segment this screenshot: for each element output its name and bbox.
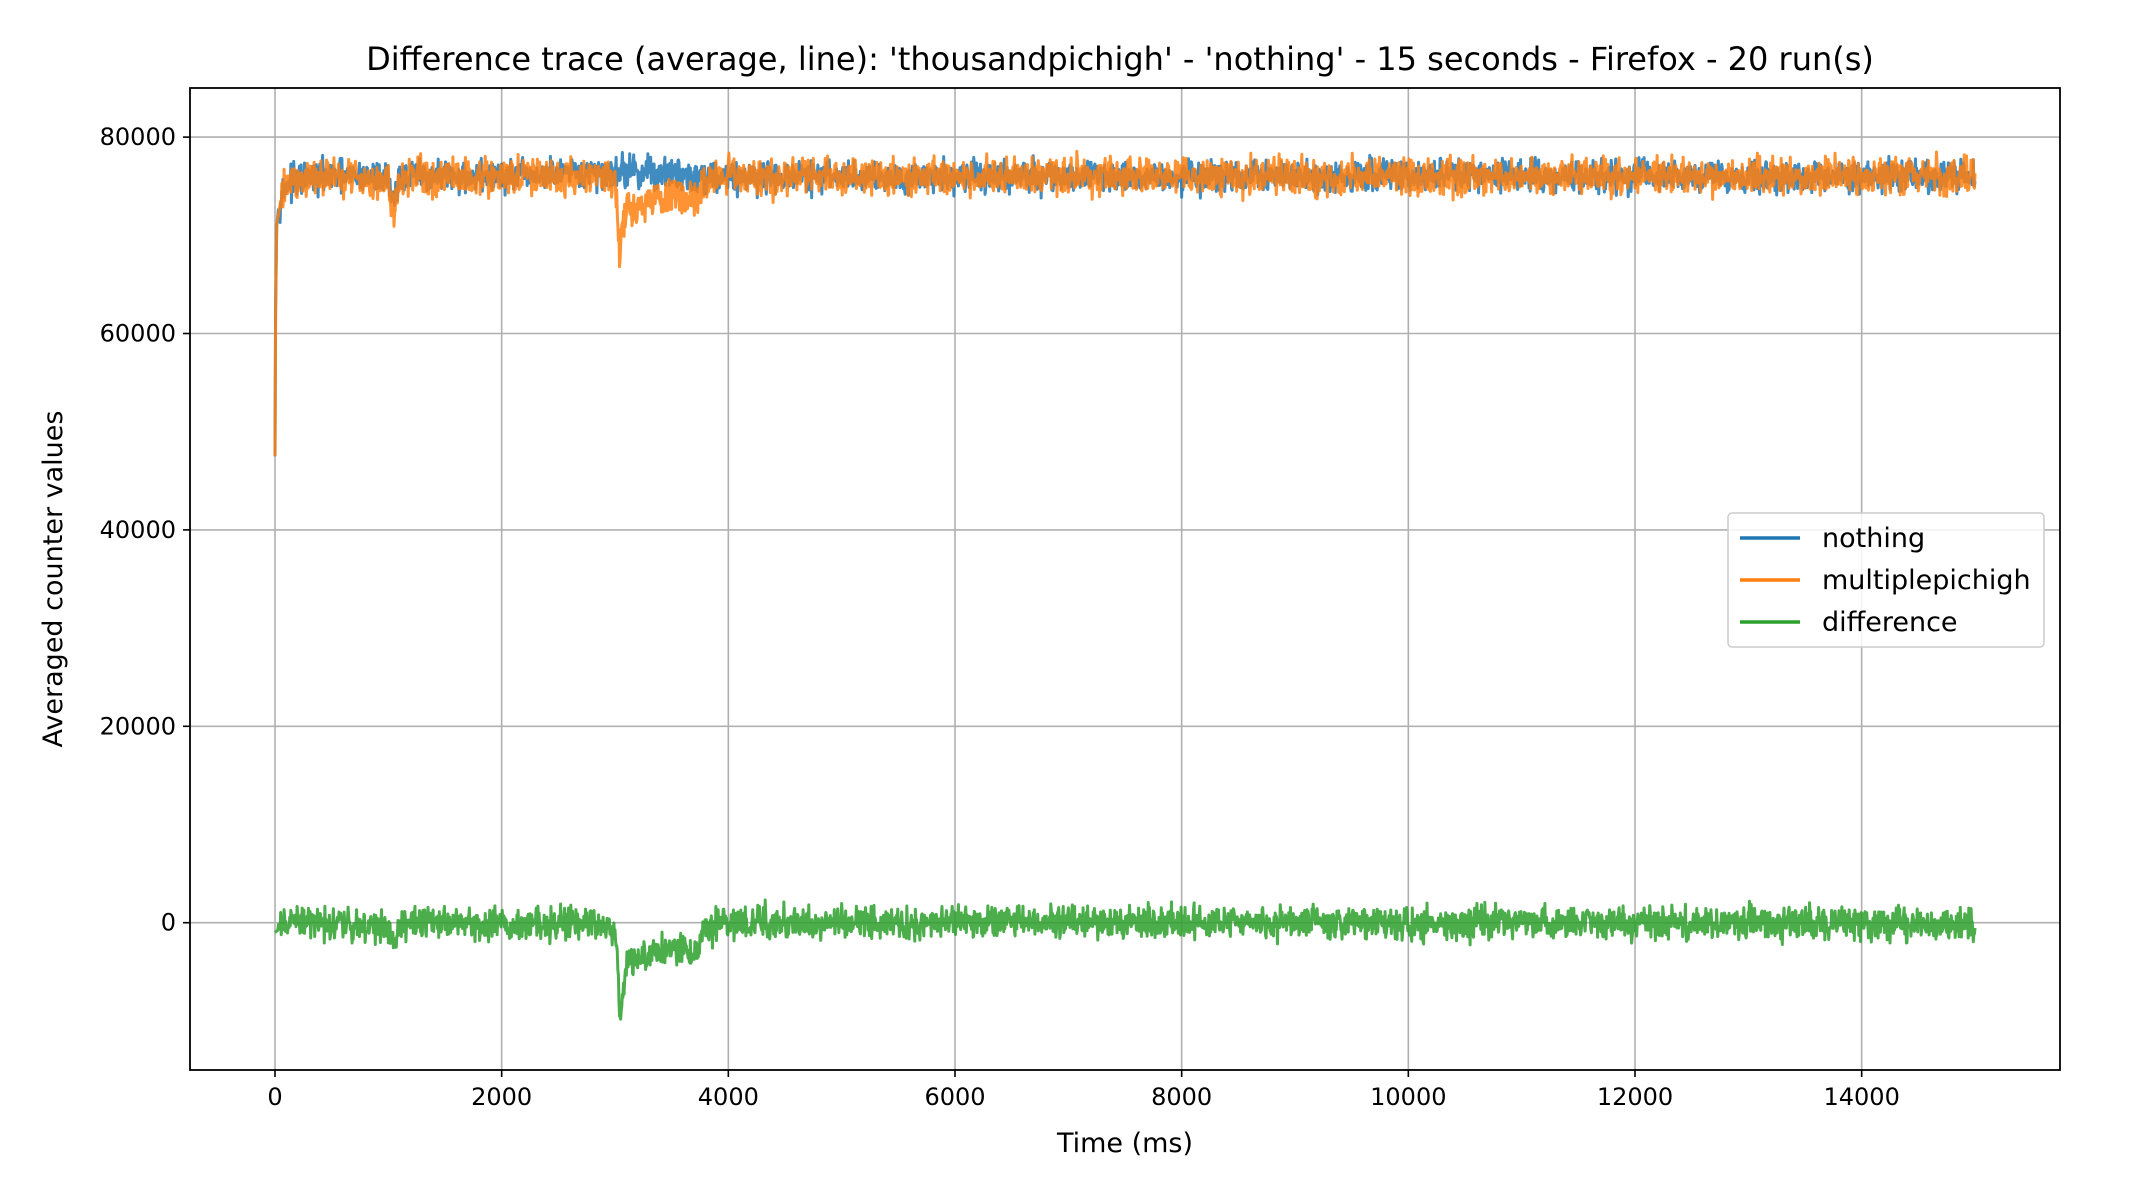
legend: nothing multiplepichigh difference xyxy=(1727,512,2045,648)
plot-area xyxy=(273,149,1977,1021)
y-tick-label: 60000 xyxy=(100,320,176,348)
y-tick-label: 0 xyxy=(161,909,176,937)
x-tick-label: 2000 xyxy=(471,1083,532,1111)
x-axis-ticks: 0 2000 4000 6000 8000 10000 12000 14000 xyxy=(267,1070,1900,1111)
y-tick-label: 80000 xyxy=(100,123,176,151)
legend-label: nothing xyxy=(1822,523,1925,554)
series-line-difference xyxy=(274,898,1977,1021)
y-axis-title: Averaged counter values xyxy=(38,411,69,748)
x-tick-label: 12000 xyxy=(1597,1083,1673,1111)
series-layer xyxy=(273,149,1977,1021)
x-axis-title: Time (ms) xyxy=(1056,1128,1193,1159)
series-line-multiplepichigh xyxy=(273,149,1977,457)
x-tick-label: 10000 xyxy=(1370,1083,1446,1111)
x-tick-label: 4000 xyxy=(698,1083,759,1111)
y-tick-label: 20000 xyxy=(100,712,176,740)
y-axis-ticks: 0 20000 40000 60000 80000 xyxy=(100,123,190,937)
chart-title: Difference trace (average, line): 'thous… xyxy=(366,40,1874,78)
x-tick-label: 8000 xyxy=(1151,1083,1212,1111)
x-tick-label: 0 xyxy=(267,1083,282,1111)
plot-frame xyxy=(189,87,2061,1071)
y-tick-label: 40000 xyxy=(100,516,176,544)
legend-label: difference xyxy=(1822,607,1958,638)
legend-box xyxy=(1727,512,2045,648)
legend-label: multiplepichigh xyxy=(1822,565,2031,596)
x-tick-label: 6000 xyxy=(924,1083,985,1111)
x-tick-label: 14000 xyxy=(1823,1083,1899,1111)
